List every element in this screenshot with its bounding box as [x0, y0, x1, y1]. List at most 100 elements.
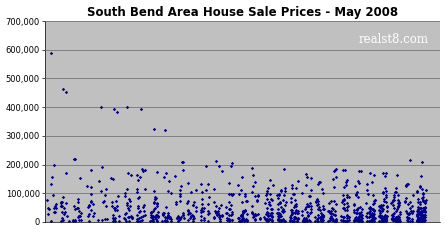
- Point: [299, 192, 306, 195]
- Point: [202, 188, 210, 192]
- Text: realst8.com: realst8.com: [359, 33, 429, 46]
- Point: [339, 199, 347, 202]
- Point: [265, 200, 272, 204]
- Point: [392, 215, 400, 219]
- Point: [320, 218, 327, 222]
- Point: [320, 215, 327, 218]
- Point: [408, 217, 415, 221]
- Point: [327, 217, 334, 221]
- Point: [226, 192, 233, 196]
- Point: [180, 160, 187, 164]
- Point: [290, 192, 297, 196]
- Point: [354, 217, 361, 221]
- Point: [278, 219, 285, 223]
- Point: [384, 214, 391, 218]
- Point: [133, 190, 140, 194]
- Point: [161, 128, 168, 131]
- Point: [248, 190, 256, 194]
- Point: [418, 214, 425, 218]
- Point: [402, 184, 409, 188]
- Point: [213, 211, 220, 215]
- Point: [190, 200, 197, 204]
- Point: [317, 219, 324, 223]
- Point: [280, 209, 287, 213]
- Point: [330, 219, 337, 222]
- Point: [312, 216, 319, 219]
- Point: [367, 214, 374, 218]
- Point: [314, 197, 321, 201]
- Point: [241, 194, 248, 198]
- Point: [415, 219, 422, 223]
- Point: [300, 216, 307, 220]
- Point: [375, 208, 382, 212]
- Point: [294, 179, 301, 183]
- Point: [288, 196, 295, 200]
- Point: [379, 208, 386, 211]
- Point: [153, 213, 160, 216]
- Point: [180, 168, 187, 171]
- Point: [175, 219, 182, 223]
- Point: [367, 209, 374, 213]
- Point: [365, 219, 372, 223]
- Point: [417, 209, 425, 213]
- Point: [184, 209, 191, 213]
- Point: [342, 219, 349, 223]
- Point: [342, 168, 349, 172]
- Point: [407, 206, 414, 210]
- Point: [114, 195, 121, 198]
- Point: [244, 219, 251, 222]
- Point: [167, 216, 174, 219]
- Point: [162, 219, 169, 223]
- Point: [58, 210, 66, 214]
- Point: [114, 204, 121, 208]
- Point: [352, 192, 359, 196]
- Point: [383, 215, 390, 219]
- Point: [58, 219, 65, 222]
- Point: [413, 219, 421, 223]
- Point: [306, 194, 314, 198]
- Point: [417, 206, 424, 209]
- Point: [325, 209, 332, 213]
- Point: [301, 217, 308, 221]
- Point: [228, 192, 235, 196]
- Point: [139, 168, 146, 171]
- Point: [121, 217, 128, 220]
- Point: [216, 214, 223, 218]
- Point: [350, 218, 357, 222]
- Point: [243, 199, 250, 202]
- Point: [381, 216, 388, 219]
- Point: [331, 219, 338, 223]
- Point: [58, 204, 65, 207]
- Point: [328, 214, 335, 218]
- Point: [333, 202, 340, 206]
- Point: [357, 218, 364, 222]
- Point: [251, 218, 258, 221]
- Point: [291, 198, 298, 202]
- Point: [395, 205, 402, 209]
- Point: [317, 215, 324, 219]
- Point: [392, 186, 399, 190]
- Point: [281, 203, 289, 206]
- Point: [161, 211, 168, 215]
- Point: [123, 219, 130, 223]
- Point: [364, 192, 371, 196]
- Point: [303, 210, 310, 214]
- Point: [306, 195, 313, 198]
- Point: [380, 199, 387, 203]
- Point: [290, 217, 297, 220]
- Point: [87, 185, 94, 188]
- Point: [418, 213, 425, 217]
- Point: [407, 200, 414, 204]
- Point: [186, 216, 194, 219]
- Point: [87, 199, 94, 202]
- Point: [287, 208, 294, 212]
- Point: [414, 197, 421, 201]
- Point: [153, 170, 160, 174]
- Point: [365, 219, 372, 223]
- Point: [148, 218, 155, 222]
- Point: [414, 218, 421, 222]
- Point: [307, 208, 314, 211]
- Point: [331, 219, 338, 223]
- Point: [418, 219, 425, 223]
- Point: [62, 210, 69, 213]
